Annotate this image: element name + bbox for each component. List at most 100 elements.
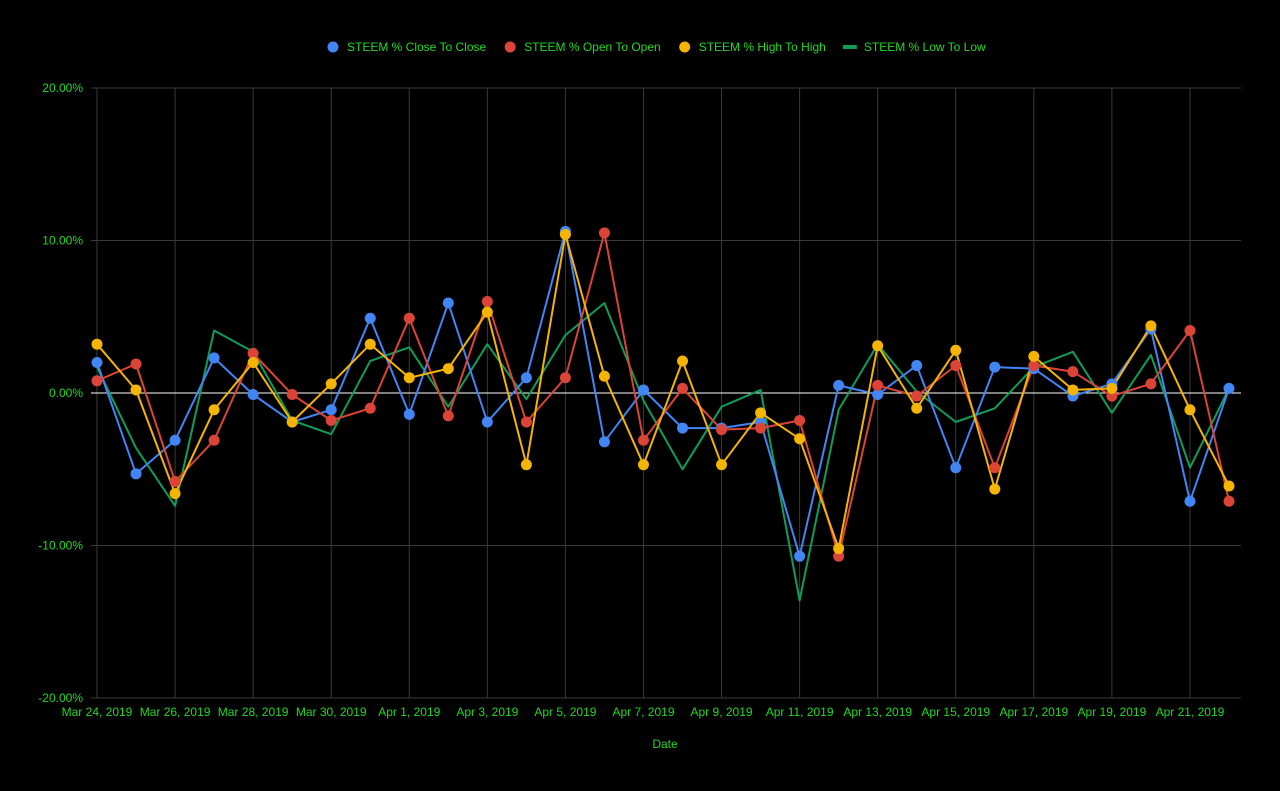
data-point <box>637 384 649 396</box>
data-point <box>169 434 181 446</box>
data-point <box>247 389 259 401</box>
data-point <box>247 357 259 368</box>
data-point <box>716 459 728 471</box>
x-tick-label: Apr 11, 2019 <box>766 705 834 719</box>
data-point <box>364 402 376 414</box>
legend-marker <box>679 41 691 53</box>
y-tick-label: -10.00% <box>38 539 83 553</box>
data-point <box>677 355 689 367</box>
data-point <box>520 459 532 471</box>
y-tick-label: 20.00% <box>42 81 83 95</box>
x-tick-label: Apr 21, 2019 <box>1156 705 1225 719</box>
x-tick-label: Apr 7, 2019 <box>612 705 674 719</box>
data-point <box>442 363 454 375</box>
data-point <box>208 434 220 446</box>
data-point <box>403 372 415 384</box>
x-tick-label: Apr 3, 2019 <box>456 705 518 719</box>
legend-item-2: STEEM % Open To Open <box>504 40 661 54</box>
x-tick-label: Apr 5, 2019 <box>534 705 596 719</box>
data-point <box>677 422 689 434</box>
y-tick-label: 0.00% <box>49 386 83 400</box>
data-point <box>403 408 415 420</box>
series-line-4 <box>96 302 1230 602</box>
data-point <box>286 416 298 428</box>
data-point <box>403 312 415 324</box>
data-point <box>1223 382 1235 394</box>
data-point <box>364 338 376 350</box>
data-point <box>442 410 454 422</box>
x-tick-label: Mar 24, 2019 <box>62 705 133 719</box>
data-point <box>637 459 649 471</box>
data-point <box>208 404 220 416</box>
y-axis-ticks: -20.00% -10.00% 0.00% 10.00% 20.00% <box>38 81 83 705</box>
legend-item-1: STEEM % Close To Close <box>327 40 486 54</box>
data-point <box>598 227 610 239</box>
data-point <box>208 352 220 364</box>
data-point <box>1028 360 1040 372</box>
x-tick-label: Apr 9, 2019 <box>691 705 753 719</box>
data-point <box>130 468 142 480</box>
x-tick-label: Apr 13, 2019 <box>843 705 912 719</box>
data-point <box>481 306 493 318</box>
data-point <box>91 357 103 368</box>
series-line-3 <box>96 233 1230 550</box>
data-point <box>1028 350 1040 362</box>
data-point <box>911 360 923 372</box>
data-point <box>833 379 845 391</box>
data-point <box>872 379 884 391</box>
data-point <box>91 375 103 387</box>
legend: STEEM % Close To Close STEEM % Open To Op… <box>327 40 986 54</box>
data-point <box>1145 378 1157 390</box>
data-point <box>1184 324 1196 336</box>
legend-item-3: STEEM % High To High <box>679 40 826 54</box>
data-point <box>598 370 610 382</box>
data-point <box>794 550 806 562</box>
data-point <box>755 422 767 434</box>
data-point <box>520 372 532 384</box>
data-point <box>325 404 337 416</box>
data-point <box>1184 404 1196 416</box>
data-point <box>1223 495 1235 507</box>
x-tick-label: Mar 30, 2019 <box>296 705 367 719</box>
data-point <box>794 414 806 426</box>
data-point <box>169 488 181 500</box>
data-point <box>1223 480 1235 492</box>
data-point <box>1184 495 1196 507</box>
data-point <box>911 402 923 414</box>
data-point <box>286 389 298 401</box>
data-point <box>872 389 884 401</box>
x-tick-label: Apr 1, 2019 <box>378 705 440 719</box>
x-axis-ticks: Mar 24, 2019 Mar 26, 2019 Mar 28, 2019 Mar … <box>62 705 1225 719</box>
data-point <box>716 424 728 436</box>
data-point <box>989 483 1001 495</box>
x-tick-label: Apr 15, 2019 <box>921 705 990 719</box>
series-line-1 <box>96 230 1230 558</box>
data-point <box>755 407 767 419</box>
data-point <box>442 297 454 309</box>
legend-label: STEEM % Close To Close <box>347 40 486 54</box>
data-point <box>1067 384 1079 396</box>
data-point <box>989 361 1001 373</box>
data-point <box>559 228 571 240</box>
data-point <box>130 358 142 370</box>
legend-label: STEEM % Open To Open <box>524 40 661 54</box>
data-point <box>1106 382 1118 394</box>
data-point <box>364 312 376 324</box>
data-point <box>91 338 103 350</box>
y-tick-label: -20.00% <box>38 691 83 705</box>
data-point <box>637 434 649 446</box>
data-point <box>1067 366 1079 378</box>
data-point <box>559 372 571 384</box>
x-tick-label: Apr 17, 2019 <box>999 705 1068 719</box>
data-point <box>325 378 337 390</box>
data-point <box>169 475 181 487</box>
x-tick-label: Apr 19, 2019 <box>1078 705 1147 719</box>
data-point <box>598 436 610 448</box>
data-point <box>481 416 493 428</box>
x-tick-label: Mar 26, 2019 <box>140 705 211 719</box>
data-point <box>130 384 142 396</box>
data-point <box>872 340 884 352</box>
data-point <box>833 543 845 555</box>
data-point <box>247 347 259 359</box>
